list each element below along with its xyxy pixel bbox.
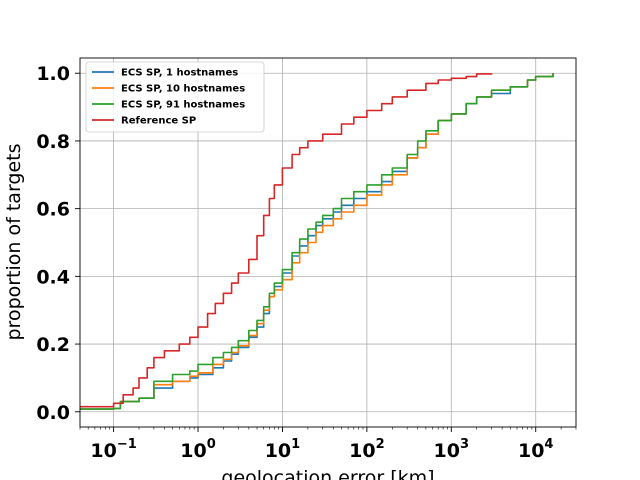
legend-label-1: ECS SP, 10 hostnames [121,84,245,95]
legend-label-0: ECS SP, 1 hostnames [121,68,238,79]
legend-label-2: ECS SP, 91 hostnames [121,100,245,111]
y-tick-label-0: 0.0 [36,402,70,424]
series-line-2 [80,73,554,410]
legend-frame [85,61,265,133]
series-line-3 [80,73,493,408]
series-lines [80,73,554,410]
y-axis-label: proportion of targets [3,143,25,340]
x-tick-label-2: 101 [265,437,301,462]
x-tick-label-5: 104 [518,437,554,462]
plot-frame [79,57,577,428]
y-tick-label-4: 0.8 [36,131,70,153]
legend-label-3: Reference SP [121,116,196,127]
legend: ECS SP, 1 hostnames ECS SP, 10 hostnames E… [85,61,265,133]
x-tick-label-1: 100 [180,437,216,462]
y-tick-label-1: 0.2 [36,334,70,356]
x-tick-label-0: 10−1 [90,437,136,462]
y-tick-label-3: 0.6 [36,199,70,221]
x-axis-label: geolocation error [km] [221,467,434,480]
x-tick-label-4: 103 [434,437,470,462]
y-tick-label-5: 1.0 [36,63,70,85]
y-tick-label-2: 0.4 [36,266,70,288]
x-tick-label-3: 102 [349,437,385,462]
axis-ticks: 10−1 100 101 102 103 104 0.0 0.2 0.4 0.6 0.8 1.0 [36,63,577,462]
